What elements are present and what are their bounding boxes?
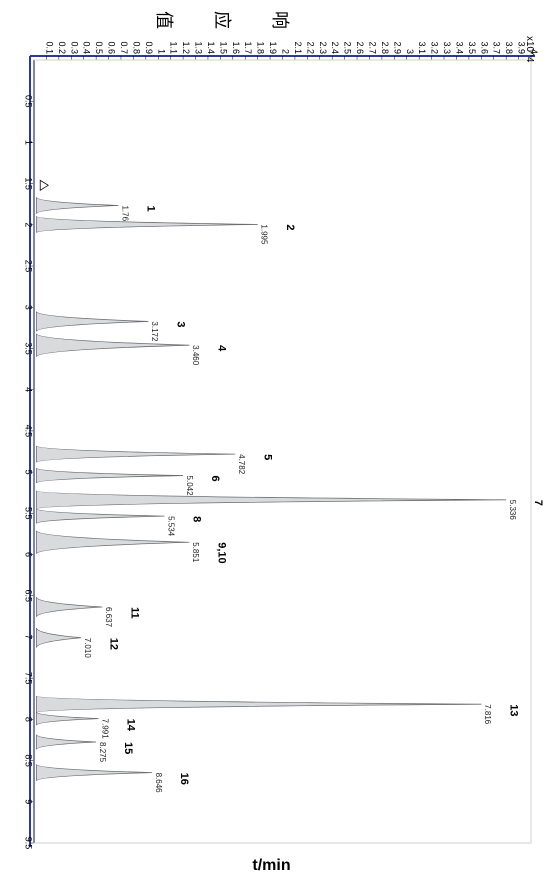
svg-text:6.5: 6.5 xyxy=(24,589,34,602)
y-axis-exponent: x10^4 xyxy=(524,36,535,62)
svg-text:2.4: 2.4 xyxy=(330,41,340,54)
peak-number: 3 xyxy=(174,321,186,327)
chromatogram-figure: 响 应 值 x10^4 t/min 0.10.20.30.40.50.60.70… xyxy=(0,0,543,893)
y-axis-title: 响 应 值 xyxy=(146,6,290,32)
rt-label: 8.646 xyxy=(154,773,163,794)
rt-label: 5.042 xyxy=(185,476,194,497)
svg-text:5: 5 xyxy=(24,470,34,475)
rt-label: 7.816 xyxy=(483,704,492,725)
x-axis-title: t/min xyxy=(252,857,290,875)
svg-text:2.1: 2.1 xyxy=(293,41,303,54)
svg-text:3.6: 3.6 xyxy=(479,41,489,54)
svg-text:2.3: 2.3 xyxy=(318,41,328,54)
svg-text:0.9: 0.9 xyxy=(144,41,154,54)
svg-text:7: 7 xyxy=(24,634,34,639)
svg-text:1.9: 1.9 xyxy=(268,41,278,54)
svg-text:1: 1 xyxy=(156,49,166,54)
svg-text:5.5: 5.5 xyxy=(24,507,34,520)
svg-text:0.4: 0.4 xyxy=(82,41,92,54)
svg-text:0.3: 0.3 xyxy=(69,41,79,54)
peak-number: 7 xyxy=(532,500,543,506)
peak-number: 5 xyxy=(261,454,273,460)
rt-label: 6.637 xyxy=(104,607,113,628)
svg-text:2: 2 xyxy=(281,49,291,54)
peak-number: 11 xyxy=(128,607,140,619)
rt-label: 4.782 xyxy=(237,454,246,475)
svg-text:6: 6 xyxy=(24,552,34,557)
svg-text:0.6: 0.6 xyxy=(107,41,117,54)
svg-text:1.1: 1.1 xyxy=(169,41,179,54)
svg-text:1.2: 1.2 xyxy=(181,41,191,54)
rt-label: 3.460 xyxy=(191,345,200,366)
svg-text:8.5: 8.5 xyxy=(24,754,34,767)
rt-label: 5.534 xyxy=(166,516,175,537)
peak-number: 8 xyxy=(191,516,203,522)
svg-text:3.3: 3.3 xyxy=(442,41,452,54)
svg-text:1.8: 1.8 xyxy=(256,41,266,54)
svg-text:0.5: 0.5 xyxy=(24,95,34,108)
svg-text:3.5: 3.5 xyxy=(467,41,477,54)
svg-text:2.5: 2.5 xyxy=(24,260,34,273)
peak-number: 6 xyxy=(209,476,221,482)
svg-text:2.5: 2.5 xyxy=(343,41,353,54)
svg-text:3: 3 xyxy=(405,49,415,54)
peak-number: 14 xyxy=(125,719,137,732)
svg-text:1.6: 1.6 xyxy=(231,41,241,54)
svg-text:3.1: 3.1 xyxy=(417,41,427,54)
svg-text:2.9: 2.9 xyxy=(392,41,402,54)
rt-label: 5.851 xyxy=(191,542,200,563)
svg-text:3.2: 3.2 xyxy=(430,41,440,54)
svg-text:3.5: 3.5 xyxy=(24,342,34,355)
rt-label: 7.010 xyxy=(83,638,92,659)
rt-label: 1.995 xyxy=(260,224,269,245)
peak-number: 2 xyxy=(284,224,296,230)
rt-label: 7.991 xyxy=(101,719,110,740)
svg-text:2.6: 2.6 xyxy=(355,41,365,54)
svg-text:2.7: 2.7 xyxy=(367,41,377,54)
rt-label: 3.172 xyxy=(150,321,159,342)
svg-text:0.2: 0.2 xyxy=(57,41,67,54)
svg-text:1.4: 1.4 xyxy=(206,41,216,54)
svg-text:2.8: 2.8 xyxy=(380,41,390,54)
peak-number: 9,10 xyxy=(215,542,227,563)
svg-text:4.5: 4.5 xyxy=(24,425,34,438)
peak-number: 12 xyxy=(107,638,119,650)
plot-svg: 0.10.20.30.40.50.60.70.80.911.11.21.31.4… xyxy=(0,0,543,893)
svg-text:1: 1 xyxy=(24,140,34,145)
svg-text:9: 9 xyxy=(24,799,34,804)
peak-number: 1 xyxy=(145,205,157,211)
svg-text:3.7: 3.7 xyxy=(492,41,502,54)
svg-text:2: 2 xyxy=(24,222,34,227)
svg-text:4: 4 xyxy=(24,387,34,392)
peak-number: 13 xyxy=(507,704,519,716)
rt-label: 5.336 xyxy=(508,500,517,521)
svg-text:3.4: 3.4 xyxy=(454,41,464,54)
svg-text:0.1: 0.1 xyxy=(44,41,54,54)
peak-number: 4 xyxy=(215,345,227,352)
svg-text:0.7: 0.7 xyxy=(119,41,129,54)
rt-label: 8.275 xyxy=(98,742,107,763)
svg-text:1.5: 1.5 xyxy=(24,177,34,190)
peak-number: 16 xyxy=(178,773,190,785)
svg-text:9.5: 9.5 xyxy=(24,837,34,850)
svg-text:1.3: 1.3 xyxy=(194,41,204,54)
svg-text:0.8: 0.8 xyxy=(131,41,141,54)
svg-text:0.5: 0.5 xyxy=(94,41,104,54)
svg-text:1.7: 1.7 xyxy=(243,41,253,54)
svg-text:7.5: 7.5 xyxy=(24,672,34,685)
svg-text:3: 3 xyxy=(24,305,34,310)
svg-text:3.8: 3.8 xyxy=(504,41,514,54)
svg-text:2.2: 2.2 xyxy=(305,41,315,54)
peak-number: 15 xyxy=(122,742,134,754)
svg-text:1.5: 1.5 xyxy=(218,41,228,54)
svg-text:8: 8 xyxy=(24,717,34,722)
